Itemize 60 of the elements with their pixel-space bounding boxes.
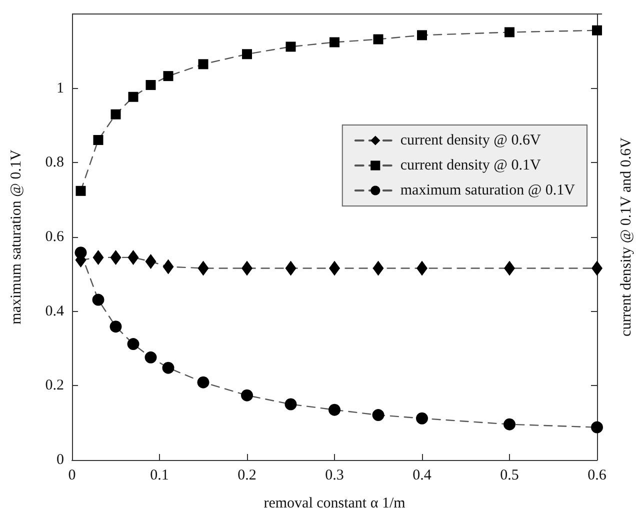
x-tick-label: 0.3 <box>325 468 344 484</box>
point <box>146 80 156 90</box>
point <box>127 338 140 350</box>
point <box>110 320 122 333</box>
legend-label: current density @ 0.6V <box>400 132 541 148</box>
point <box>198 59 208 70</box>
point <box>504 418 516 430</box>
x-axis-title: removal constant α 1/m <box>264 496 406 512</box>
y-tick-label: 0.4 <box>45 303 64 320</box>
point <box>416 412 428 424</box>
y-tick-label: 1 <box>56 80 64 96</box>
point <box>162 362 174 374</box>
y-tick-label: 0.2 <box>45 378 64 394</box>
point <box>328 404 340 416</box>
y-tick-label: 0.8 <box>45 154 64 171</box>
point <box>504 27 514 38</box>
x-tick-label: 0.5 <box>500 468 519 484</box>
point <box>92 250 104 265</box>
x-tick-label: 0 <box>68 468 76 484</box>
point <box>242 260 252 276</box>
point <box>284 398 297 410</box>
point <box>145 254 156 270</box>
point <box>592 25 602 36</box>
y-tick-label: 0 <box>56 452 64 468</box>
point <box>241 389 253 402</box>
point <box>591 421 603 434</box>
point <box>74 246 87 259</box>
point <box>128 92 138 102</box>
point <box>163 71 174 82</box>
x-tick-label: 0.4 <box>412 468 432 484</box>
point <box>144 351 157 364</box>
point <box>330 37 340 48</box>
point <box>198 260 209 276</box>
legend-label: maximum saturation @ 0.1V <box>400 182 576 198</box>
point <box>416 260 428 276</box>
point <box>92 294 104 306</box>
x-tick-label: 0.1 <box>150 468 169 484</box>
point <box>372 409 384 422</box>
point <box>504 260 515 276</box>
legend-label: current density @ 0.1V <box>400 158 541 174</box>
point <box>417 30 427 40</box>
point <box>93 134 104 145</box>
point <box>372 260 384 276</box>
point <box>285 260 296 276</box>
point <box>110 109 121 120</box>
point <box>76 186 86 196</box>
x-tick-label: 0.6 <box>588 468 607 484</box>
y-axis-title: maximum saturation @ 0.1V <box>8 150 24 324</box>
point <box>242 49 252 60</box>
point <box>286 42 296 52</box>
point <box>162 259 174 274</box>
point <box>128 250 139 265</box>
point <box>197 376 210 388</box>
point <box>592 260 602 276</box>
x-tick-label: 0.2 <box>238 468 256 484</box>
point <box>373 34 384 44</box>
point <box>110 250 122 265</box>
y-tick-label: 0.6 <box>45 229 64 245</box>
y2-axis-title: current density @ 0.1V and 0.6V <box>618 137 634 336</box>
point <box>329 260 340 276</box>
